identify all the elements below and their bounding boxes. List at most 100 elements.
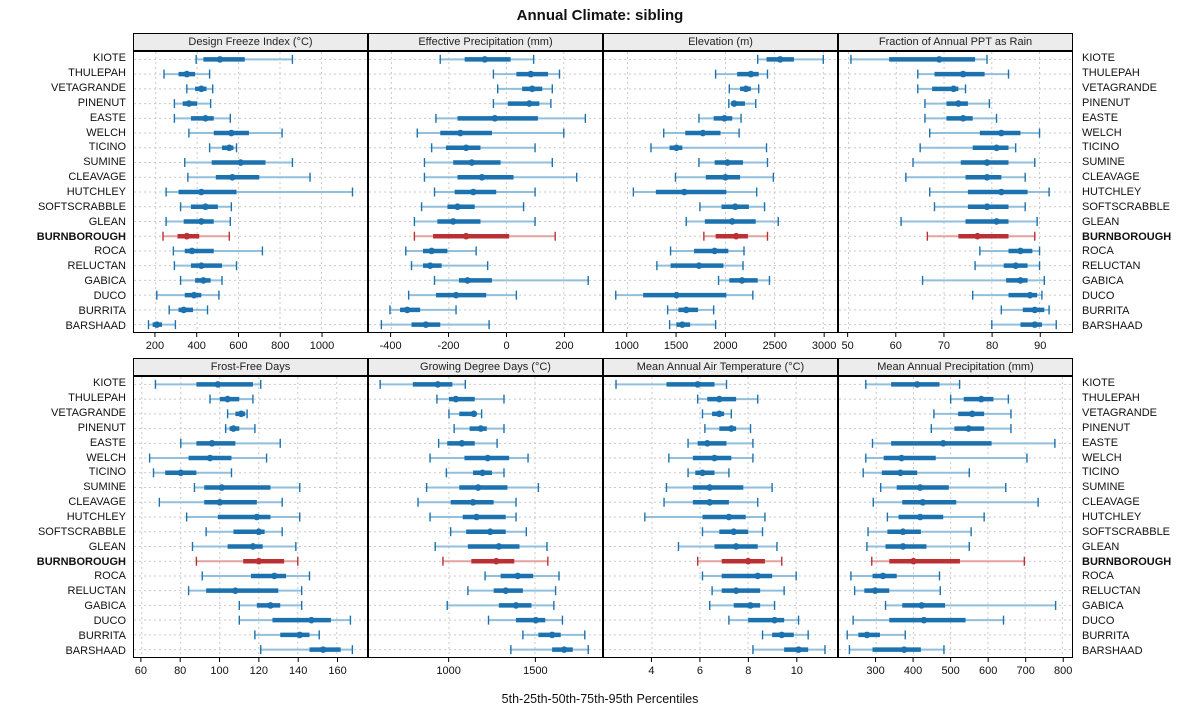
axis-mean-annual-air-temperature: 4 6 8 10: [603, 658, 838, 683]
percentile-row-roca: [484, 571, 560, 581]
site-label-burnborough: BURNBOROUGH: [36, 555, 126, 568]
percentile-row-cleavage: [674, 172, 775, 182]
median-dot: [532, 616, 540, 624]
percentile-row-barshaad: [260, 645, 354, 655]
percentile-row-gabica: [708, 600, 776, 610]
median-dot: [920, 616, 928, 624]
percentile-row-easte: [173, 113, 232, 123]
site-label-ticino: TICINO: [88, 466, 126, 479]
percentile-row-ticino: [919, 143, 1017, 153]
site-label-kiote: KIOTE: [92, 52, 126, 65]
median-dot: [188, 247, 196, 255]
percentile-row-hutchley: [632, 187, 758, 197]
percentile-row-welch: [416, 128, 565, 138]
percentile-row-ticino: [650, 143, 768, 153]
tick-label: 3000: [812, 340, 836, 352]
median-dot: [462, 144, 470, 152]
site-label-vetagrande: VETAGRANDE: [1082, 82, 1157, 95]
median-dot: [706, 484, 713, 491]
median-dot: [462, 232, 470, 240]
median-dot: [514, 572, 522, 580]
percentile-row-thulepah: [714, 69, 769, 79]
axis-canvas: -400 -200 0 200: [380, 333, 574, 352]
site-label-easte: EASTE: [89, 436, 126, 449]
site-label-duco: DUCO: [1082, 289, 1115, 302]
median-dot: [271, 572, 278, 580]
tick-label: 1500: [664, 340, 688, 352]
percentile-row-reluctan: [410, 261, 489, 271]
median-dot: [548, 631, 556, 639]
tick-label: 0: [503, 340, 509, 352]
percentile-row-softscrabble: [449, 527, 528, 537]
tick-label: 50: [842, 340, 854, 352]
median-dot: [478, 173, 486, 181]
median-dot: [560, 646, 568, 653]
median-dot: [935, 56, 943, 63]
median-dot: [198, 188, 205, 196]
site-label-vetagrande: VETAGRANDE: [51, 407, 126, 420]
percentile-row-ticino: [430, 143, 536, 153]
median-dot: [319, 646, 327, 653]
median-dot: [725, 513, 733, 521]
tick-label: -200: [438, 340, 460, 352]
percentile-row-reluctan: [467, 586, 557, 596]
median-dot: [703, 440, 711, 447]
percentile-row-pinenut: [704, 424, 752, 434]
percentile-row-ticino: [687, 468, 730, 478]
percentile-row-glean: [866, 541, 970, 551]
tick-label: 90: [1034, 340, 1046, 352]
median-dot: [778, 631, 786, 639]
percentile-row-ticino: [208, 143, 238, 153]
percentile-row-burrita: [254, 630, 320, 640]
median-dot: [206, 454, 214, 462]
percentile-row-easte: [871, 438, 1056, 448]
tick-label: 1000: [614, 340, 638, 352]
panel-canvas: [134, 52, 367, 332]
panel-canvas: [369, 52, 602, 332]
site-label-ticino: TICINO: [88, 141, 126, 154]
strip-design-freeze-index: Design Freeze Index (°C): [133, 33, 368, 51]
site-label-easte: EASTE: [1082, 436, 1119, 449]
percentile-row-duco: [238, 615, 352, 625]
median-dot: [731, 203, 739, 211]
percentile-row-gabica: [238, 600, 303, 610]
percentile-row-vetagrande: [186, 84, 214, 94]
percentile-row-burnborough: [871, 556, 1026, 566]
percentile-row-kiote: [865, 379, 961, 389]
median-dot: [898, 454, 905, 462]
strip-elevation: Elevation (m): [603, 33, 838, 51]
site-label-kiote: KIOTE: [1082, 52, 1116, 65]
median-dot: [732, 543, 740, 550]
percentile-row-softscrabble: [205, 527, 283, 537]
median-dot: [198, 262, 205, 269]
percentile-row-hutchley: [433, 187, 536, 197]
percentile-row-burrita: [1000, 305, 1050, 315]
percentile-row-burrita: [522, 630, 586, 640]
percentile-row-kiote: [757, 54, 824, 64]
site-label-pinenut: PINENUT: [1082, 421, 1131, 434]
percentile-row-hutchley: [429, 512, 517, 522]
median-dot: [255, 528, 263, 536]
median-dot: [699, 129, 707, 137]
percentile-row-cleavage: [158, 497, 283, 507]
percentile-row-vetagrande: [497, 84, 553, 94]
median-dot: [249, 543, 257, 550]
median-dot: [1017, 277, 1024, 284]
tick-label: 160: [328, 665, 346, 677]
tick-label: 70: [938, 340, 950, 352]
median-dot: [202, 115, 209, 122]
median-dot: [706, 498, 713, 506]
percentile-row-kiote: [195, 54, 294, 64]
median-dot: [771, 616, 778, 624]
strip-mean-annual-precipitation: Mean Annual Precipitation (mm): [838, 358, 1073, 376]
chart-title: Annual Climate: sibling: [516, 7, 684, 24]
percentile-row-pinenut: [728, 99, 757, 109]
median-dot: [983, 173, 991, 181]
percentile-row-duco: [971, 290, 1043, 300]
percentile-row-softscrabble: [867, 527, 972, 537]
median-dot: [458, 440, 466, 447]
site-label-roca: ROCA: [1082, 245, 1114, 258]
site-label-burnborough: BURNBOROUGH: [36, 230, 126, 243]
percentile-row-sumine: [665, 483, 773, 493]
median-dot: [722, 173, 729, 181]
